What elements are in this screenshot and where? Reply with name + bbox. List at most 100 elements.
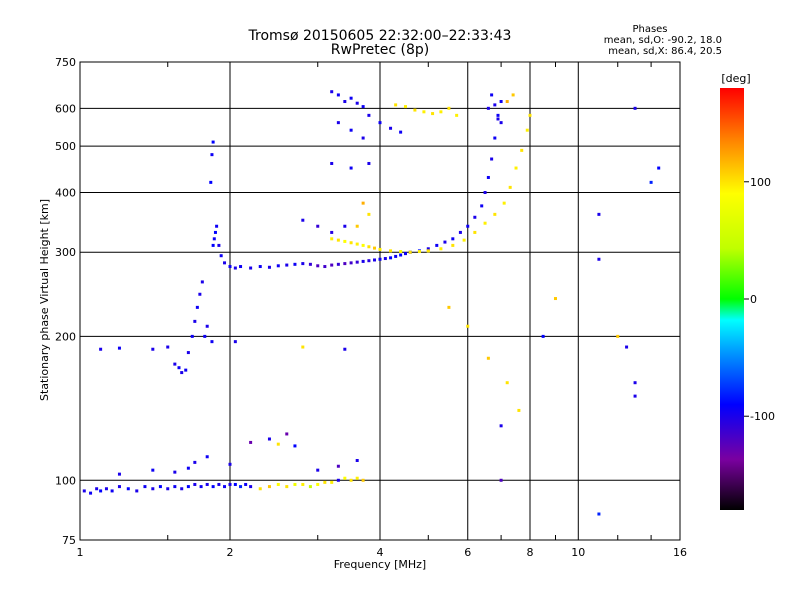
data-point: [104, 487, 108, 491]
y-tick-label: 600: [55, 102, 76, 115]
data-point: [173, 362, 177, 366]
colorbar-label: [deg]: [721, 72, 750, 85]
data-point: [499, 121, 503, 125]
data-point: [99, 489, 103, 493]
data-point: [426, 249, 430, 253]
data-point: [455, 113, 459, 117]
data-point: [210, 153, 214, 157]
phase-info-o: mean, sd,O: -90.2, 18.0: [604, 35, 722, 46]
data-point: [499, 478, 503, 482]
data-point: [496, 117, 500, 121]
y-tick-label: 500: [55, 140, 76, 153]
data-point: [193, 482, 197, 486]
phase-info-x: mean, sd,X: 86.4, 20.5: [608, 46, 722, 57]
data-point: [443, 240, 447, 244]
data-point: [493, 212, 497, 216]
chart-subtitle: RwPretec (8p): [331, 42, 429, 58]
data-point: [349, 166, 353, 170]
data-point: [422, 110, 426, 114]
data-point: [389, 126, 393, 130]
data-point: [508, 185, 512, 189]
x-tick-label: 6: [464, 546, 471, 559]
data-point: [126, 487, 130, 491]
data-point: [514, 166, 518, 170]
data-point: [367, 212, 371, 216]
data-point: [249, 266, 253, 270]
data-point: [135, 489, 139, 493]
data-point: [597, 257, 601, 261]
data-point: [355, 260, 359, 264]
data-point: [151, 347, 155, 351]
y-tick-label: 400: [55, 186, 76, 199]
data-point: [177, 366, 181, 370]
data-point: [267, 437, 271, 441]
data-point: [389, 256, 393, 260]
y-tick-label: 300: [55, 246, 76, 259]
data-point: [276, 482, 280, 486]
data-point: [308, 262, 312, 266]
data-point: [355, 458, 359, 462]
data-point: [198, 292, 202, 296]
data-point: [117, 485, 121, 489]
data-point: [343, 224, 347, 228]
phase-info-title: Phases: [632, 24, 667, 35]
data-point: [293, 444, 297, 448]
data-point: [228, 482, 232, 486]
data-point: [258, 265, 262, 269]
data-point: [493, 103, 497, 107]
data-point: [343, 347, 347, 351]
data-point: [633, 106, 637, 110]
data-point: [349, 261, 353, 265]
data-point: [399, 250, 403, 254]
data-point: [511, 93, 515, 97]
data-point: [394, 254, 398, 258]
data-point: [439, 110, 443, 114]
data-point: [439, 247, 443, 251]
data-point: [493, 136, 497, 140]
data-point: [505, 381, 509, 385]
data-point: [89, 491, 93, 495]
data-point: [293, 262, 297, 266]
grid-lines: [80, 62, 680, 540]
data-point: [158, 485, 162, 489]
data-point: [186, 485, 190, 489]
data-point: [205, 482, 209, 486]
data-point: [349, 478, 353, 482]
data-point: [330, 480, 334, 484]
data-point: [336, 262, 340, 266]
data-point: [349, 241, 353, 245]
data-point: [378, 257, 382, 261]
data-point: [373, 258, 377, 262]
data-point: [117, 346, 121, 350]
data-point: [378, 247, 382, 251]
data-point: [316, 264, 320, 268]
data-point: [210, 340, 214, 344]
data-point: [399, 130, 403, 134]
data-point: [553, 297, 557, 301]
data-point: [361, 478, 365, 482]
data-point: [486, 175, 490, 179]
data-point: [166, 487, 170, 491]
data-point: [355, 101, 359, 105]
data-point: [486, 356, 490, 360]
data-point: [205, 455, 209, 459]
data-point: [330, 161, 334, 165]
data-point: [336, 93, 340, 97]
data-point: [336, 238, 340, 242]
data-point: [355, 242, 359, 246]
data-point: [625, 345, 629, 349]
data-point: [499, 100, 503, 104]
data-point: [285, 432, 289, 436]
data-point: [323, 480, 327, 484]
data-point: [151, 487, 155, 491]
data-point: [597, 212, 601, 216]
data-point: [367, 113, 371, 117]
data-point: [343, 239, 347, 243]
data-point: [349, 96, 353, 100]
data-point: [451, 243, 455, 247]
data-point: [361, 259, 365, 263]
data-point: [82, 489, 86, 493]
data-point: [233, 482, 237, 486]
data-point: [110, 489, 114, 493]
x-tick-label: 10: [571, 546, 585, 559]
